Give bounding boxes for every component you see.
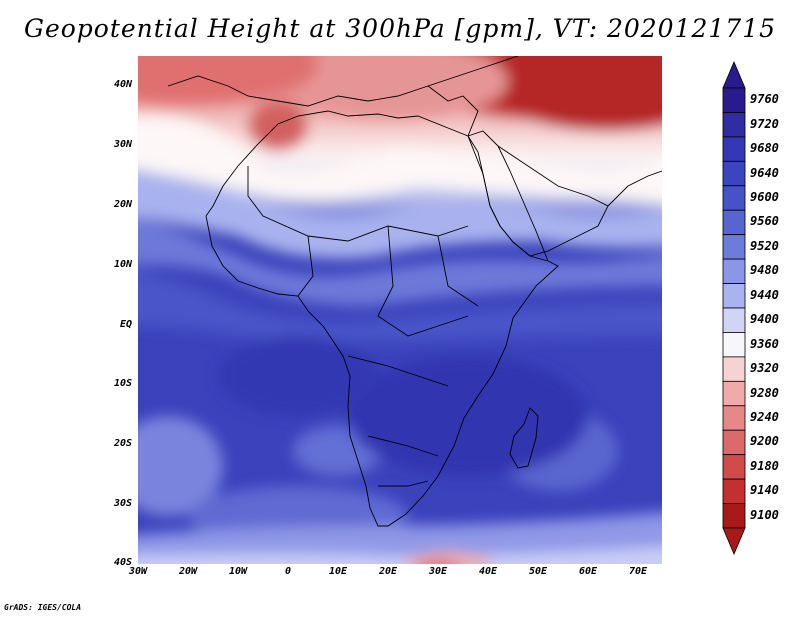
lon-label: 20E <box>378 566 398 577</box>
height-field-map <box>138 56 662 564</box>
colorbar-label: 9280 <box>750 385 779 400</box>
lon-label: 40E <box>478 566 498 577</box>
lon-label: 60E <box>578 566 598 577</box>
colorbar-swatch <box>722 234 746 260</box>
lon-label: 50E <box>528 566 548 577</box>
colorbar-label: 9640 <box>750 165 779 180</box>
colorbar-swatch <box>722 307 746 333</box>
colorbar-label: 9140 <box>750 483 779 498</box>
colorbar-label: 9320 <box>750 361 779 376</box>
lat-label: EQ <box>119 319 132 330</box>
colorbar-swatch <box>722 136 746 162</box>
colorbar-label: 9720 <box>750 116 779 131</box>
map-panel <box>138 56 662 564</box>
filled-contours <box>138 56 662 564</box>
lon-label: 30E <box>428 566 448 577</box>
lon-label: 0 <box>284 566 292 577</box>
colorbar-label: 9400 <box>750 312 779 327</box>
colorbar-swatch <box>722 405 746 431</box>
colorbar-bottom-arrow <box>722 527 746 556</box>
lon-label: 10W <box>228 566 248 577</box>
colorbar-swatch <box>722 185 746 211</box>
colorbar-label: 9520 <box>750 238 779 253</box>
lat-label: 30N <box>113 139 132 150</box>
colorbar-label: 9600 <box>750 190 779 204</box>
colorbar-label: 9200 <box>750 434 779 449</box>
colorbar-swatch <box>722 87 746 113</box>
lat-label: 20N <box>113 199 132 210</box>
lat-label: 10N <box>113 259 132 270</box>
colorbar-label: 9760 <box>750 92 779 107</box>
lon-label: 70E <box>628 566 648 577</box>
lat-label: 20S <box>113 438 132 449</box>
colorbar-swatch <box>722 478 746 504</box>
map-title: Geopotential Height at 300hPa [gpm], VT:… <box>23 14 777 43</box>
coastlines <box>167 56 662 527</box>
colorbar-label: 9480 <box>750 263 779 278</box>
lat-label: 30S <box>113 498 132 509</box>
colorbar-swatch <box>722 209 746 236</box>
colorbar-swatch <box>722 112 746 138</box>
colorbar-swatch <box>722 160 746 187</box>
colorbar-label: 9440 <box>750 287 779 302</box>
colorbar-label: 9100 <box>750 507 779 522</box>
colorbar-top-arrow <box>722 60 746 89</box>
colorbar-swatch <box>722 429 746 456</box>
colorbar-label: 9680 <box>750 141 779 156</box>
colorbar-swatch <box>722 258 746 284</box>
colorbar-swatch <box>722 503 746 529</box>
lat-label: 40S <box>113 557 132 568</box>
colorbar-swatch <box>722 380 746 407</box>
lon-label: 30W <box>128 566 148 577</box>
lat-label: 40N <box>113 79 132 90</box>
lon-label: 10E <box>328 566 348 577</box>
lon-label: 20W <box>178 566 198 577</box>
colorbar <box>722 60 746 556</box>
colorbar-swatch <box>722 283 746 309</box>
colorbar-swatch <box>722 332 746 358</box>
colorbar-label: 9180 <box>750 458 779 473</box>
credit-text: GrADS: IGES/COLA <box>4 603 82 612</box>
colorbar-label: 9240 <box>750 410 779 424</box>
colorbar-label: 9560 <box>750 214 779 229</box>
colorbar-swatch <box>722 356 746 382</box>
lat-label: 10S <box>113 378 132 389</box>
colorbar-swatch <box>722 454 746 480</box>
colorbar-label: 9360 <box>750 336 779 351</box>
